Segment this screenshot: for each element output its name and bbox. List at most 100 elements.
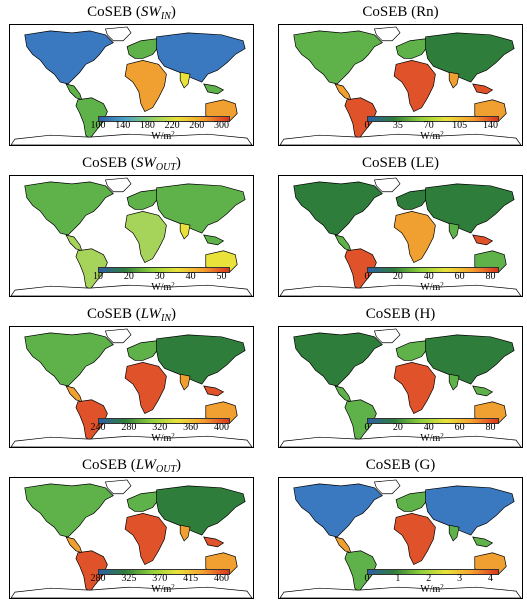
map-panel-swout: CoSEB (SWOUT) 10 20 30 40 50 W/m2 xyxy=(9,153,254,297)
colorbar-unit: W/m2 xyxy=(98,432,228,445)
colorbar-ticks: 0 1 2 3 4 xyxy=(361,574,507,584)
colorbar xyxy=(98,267,230,273)
map-panel-lwout: CoSEB (LWOUT) 280 325 370 415 460 W/m2 xyxy=(9,455,254,599)
region-asia xyxy=(156,183,246,234)
unit-base: W/m xyxy=(151,433,172,444)
colorbar-tick-label: 325 xyxy=(121,573,137,584)
panel-title: CoSEB (Rn) xyxy=(278,2,523,22)
colorbar-tick-label: 220 xyxy=(164,120,180,131)
unit-exponent: 2 xyxy=(171,281,175,289)
panel-title: CoSEB (LE) xyxy=(278,153,523,173)
region-eur xyxy=(395,491,428,512)
panel-title: CoSEB (LWOUT) xyxy=(81,457,182,475)
colorbar-tick-label: 70 xyxy=(423,120,434,131)
region-ind xyxy=(179,373,191,391)
region-na xyxy=(24,332,114,387)
panel-title-name: CoSEB xyxy=(82,155,128,171)
unit-exponent: 2 xyxy=(171,130,175,138)
region-ant xyxy=(279,133,522,145)
colorbar-tick-label: 2 xyxy=(426,573,432,584)
unit-exponent: 2 xyxy=(171,432,175,440)
region-af xyxy=(124,60,167,113)
map-canvas xyxy=(10,328,253,447)
region-sa xyxy=(344,97,377,140)
map-panel-swin: CoSEB (SWIN) 100 140 180 220 260 300 W/m2 xyxy=(9,2,254,146)
region-grn xyxy=(104,26,132,42)
colorbar-tick-label: 280 xyxy=(121,422,137,433)
map-canvas xyxy=(10,26,253,145)
colorbar-tick-label: 415 xyxy=(183,573,199,584)
panel-title: CoSEB (H) xyxy=(278,304,523,324)
unit-exponent: 2 xyxy=(440,281,444,289)
world-map: 10 20 30 40 50 W/m2 xyxy=(9,175,254,297)
region-cam xyxy=(65,234,83,252)
region-grn xyxy=(373,177,401,193)
region-sa xyxy=(344,399,377,442)
region-af xyxy=(393,362,436,415)
world-map: 0 1 2 3 4 W/m2 xyxy=(278,477,523,599)
colorbar xyxy=(367,267,499,273)
colorbar-tick-label: 40 xyxy=(423,422,434,433)
colorbar-tick-label: 4 xyxy=(488,573,493,584)
region-af xyxy=(124,211,167,264)
colorbar-unit: W/m2 xyxy=(98,130,228,143)
region-eur xyxy=(395,189,428,210)
panel-title-variable: SW xyxy=(135,155,156,171)
region-af xyxy=(393,211,436,264)
colorbar-tick-label: 360 xyxy=(183,422,199,433)
panel-title-name: CoSEB xyxy=(86,306,132,322)
region-eur xyxy=(126,491,159,512)
region-ant xyxy=(279,586,522,598)
region-ant xyxy=(10,586,253,598)
unit-base: W/m xyxy=(420,131,441,142)
colorbar-tick-label: 60 xyxy=(454,271,465,282)
panel-title-subscript: OUT xyxy=(156,464,177,475)
colorbar-tick-label: 0 xyxy=(364,573,370,584)
region-cam xyxy=(334,536,352,554)
region-sea xyxy=(203,536,225,548)
panel-title-variable: (LE) xyxy=(410,155,440,171)
colorbar-tick-label: 0 xyxy=(364,422,370,433)
colorbar-tick-label: 0 xyxy=(364,120,370,131)
panel-title-variable: LW xyxy=(135,457,157,473)
region-ind xyxy=(179,222,191,240)
region-sa xyxy=(344,248,377,291)
panel-title-name: CoSEB xyxy=(365,306,411,322)
panel-title-name: CoSEB xyxy=(81,457,127,473)
colorbar-tick-label: 370 xyxy=(152,573,168,584)
colorbar-ticks: 10 20 30 40 50 xyxy=(92,272,238,282)
colorbar-tick-label: 240 xyxy=(90,422,106,433)
panel-title-name: CoSEB xyxy=(361,155,407,171)
region-ant xyxy=(279,435,522,447)
region-af xyxy=(393,513,436,566)
map-panel-lwin: CoSEB (LWIN) 240 280 320 360 400 W/m2 xyxy=(9,304,254,448)
region-ind xyxy=(179,524,191,542)
region-sea xyxy=(203,385,225,397)
region-eur xyxy=(395,340,428,361)
region-grn xyxy=(104,479,132,495)
region-ind xyxy=(448,222,460,240)
colorbar xyxy=(367,116,499,122)
colorbar-tick-label: 100 xyxy=(90,120,106,131)
colorbar-tick-label: 40 xyxy=(423,271,434,282)
region-eur xyxy=(126,189,159,210)
region-asia xyxy=(425,32,515,83)
region-asia xyxy=(156,485,246,536)
unit-base: W/m xyxy=(420,433,441,444)
panel-title-name: CoSEB xyxy=(365,457,411,473)
colorbar-tick-label: 180 xyxy=(139,120,155,131)
region-sea xyxy=(472,385,494,397)
region-na xyxy=(293,332,383,387)
panel-title-subscript: IN xyxy=(160,11,171,22)
world-map: 0 20 40 60 80 W/m2 xyxy=(278,175,523,297)
unit-base: W/m xyxy=(151,282,172,293)
unit-base: W/m xyxy=(420,282,441,293)
region-sea xyxy=(472,536,494,548)
colorbar-ticks: 0 20 40 60 80 xyxy=(361,423,507,433)
colorbar-unit: W/m2 xyxy=(367,281,497,294)
colorbar xyxy=(98,569,230,575)
colorbar-ticks: 0 35 70 105 140 xyxy=(361,121,507,131)
colorbar-unit: W/m2 xyxy=(367,433,497,445)
colorbar-tick-label: 105 xyxy=(452,120,468,131)
world-map: 280 325 370 415 460 W/m2 xyxy=(9,477,254,599)
